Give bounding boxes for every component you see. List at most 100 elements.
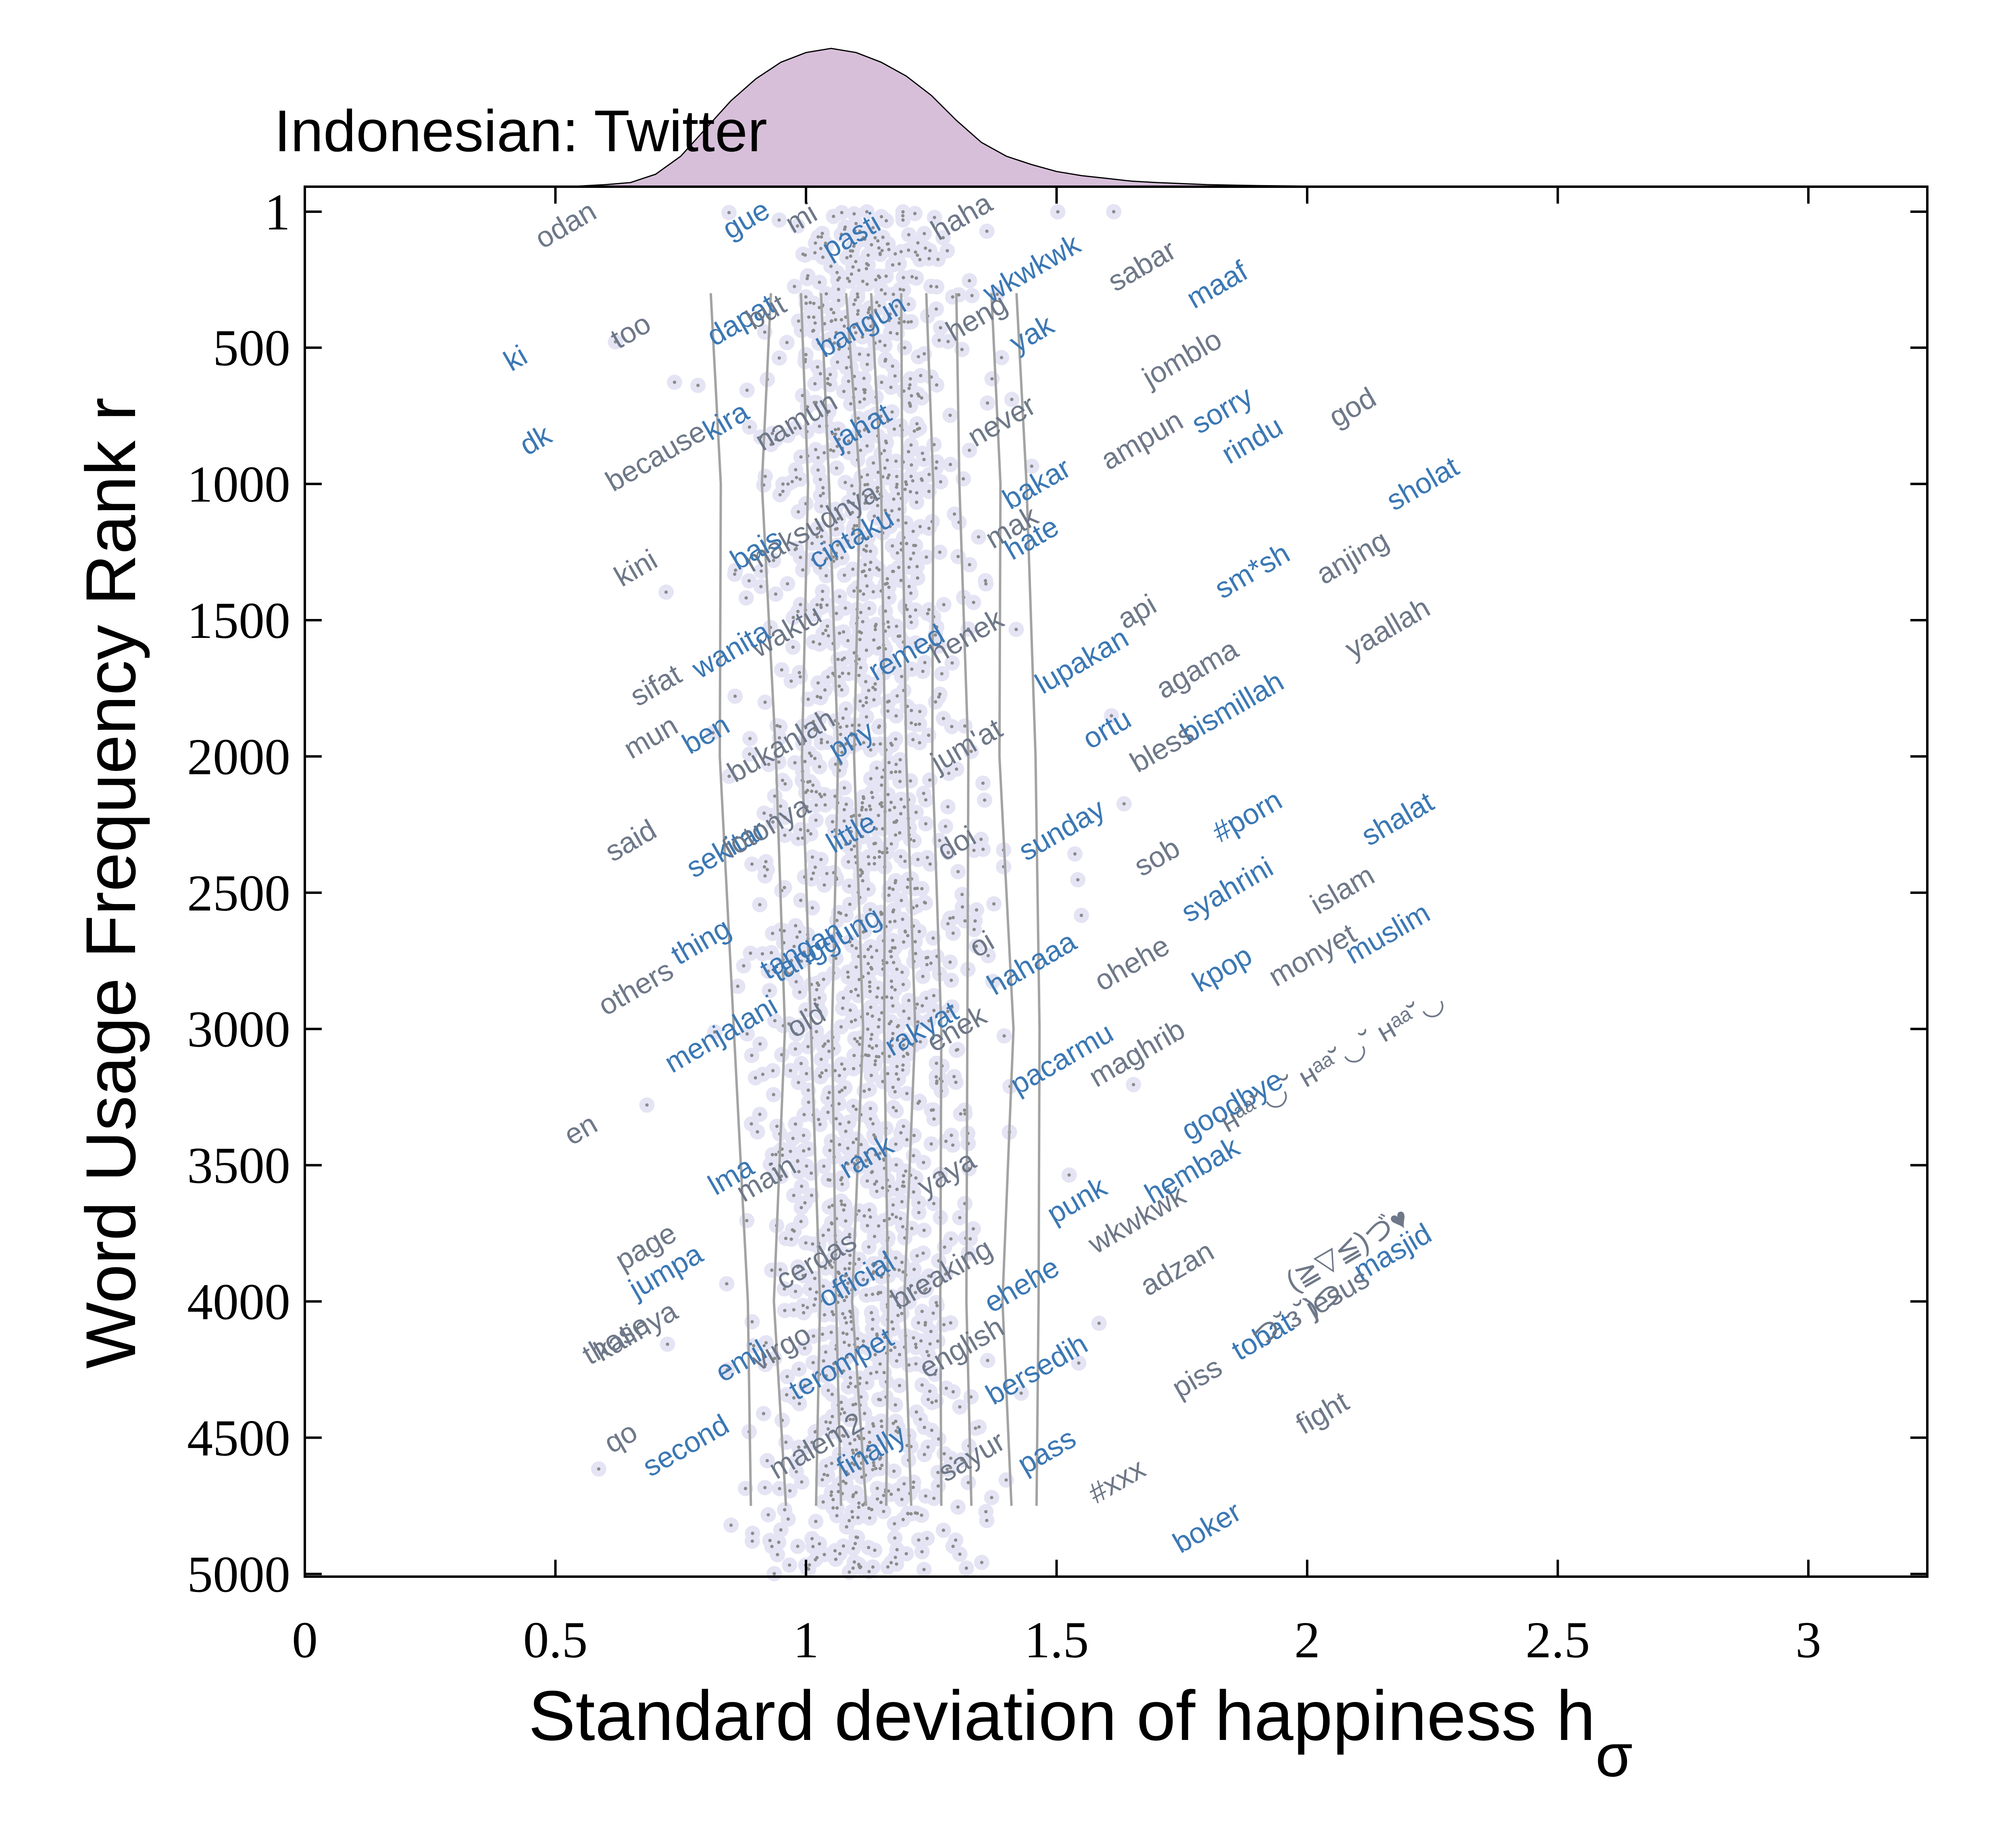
data-point bbox=[871, 685, 875, 690]
word-label: gue bbox=[717, 193, 775, 245]
data-point bbox=[990, 377, 994, 381]
data-point bbox=[926, 612, 929, 615]
data-point bbox=[883, 449, 886, 452]
data-point bbox=[830, 1221, 833, 1225]
x-tick-label: 2 bbox=[1294, 1611, 1320, 1669]
data-point bbox=[931, 1311, 935, 1315]
data-point bbox=[910, 275, 914, 279]
data-point bbox=[809, 1171, 813, 1175]
data-point bbox=[835, 1514, 839, 1517]
data-point bbox=[901, 1518, 905, 1521]
word-label: qo bbox=[599, 1415, 643, 1459]
data-point bbox=[927, 608, 931, 612]
word-label: fight bbox=[1291, 1385, 1354, 1440]
data-point bbox=[848, 884, 851, 888]
data-point bbox=[861, 1503, 865, 1507]
data-point bbox=[835, 360, 839, 364]
data-point bbox=[929, 961, 933, 965]
word-label: islam bbox=[1305, 859, 1380, 921]
data-point bbox=[848, 1519, 851, 1523]
data-point bbox=[857, 657, 861, 661]
data-point bbox=[870, 967, 874, 971]
data-point bbox=[795, 476, 798, 479]
word-label: kpop bbox=[1187, 939, 1257, 998]
word-label: ki bbox=[498, 339, 533, 377]
data-point bbox=[877, 814, 880, 817]
data-point bbox=[747, 579, 751, 583]
data-point bbox=[926, 1445, 930, 1449]
data-point bbox=[1073, 852, 1077, 856]
data-point bbox=[871, 1292, 875, 1296]
data-point bbox=[822, 1473, 826, 1476]
data-point bbox=[944, 1386, 948, 1390]
data-point bbox=[848, 1309, 852, 1313]
data-point bbox=[913, 212, 917, 215]
data-point bbox=[896, 551, 899, 555]
data-point bbox=[763, 475, 767, 478]
data-point bbox=[877, 1018, 881, 1021]
data-point bbox=[859, 610, 863, 615]
data-point bbox=[912, 839, 916, 843]
data-point bbox=[898, 288, 902, 291]
data-point bbox=[827, 1228, 831, 1232]
data-point bbox=[804, 1241, 808, 1245]
y-tick-label: 3000 bbox=[187, 1001, 290, 1058]
data-point bbox=[869, 1005, 873, 1009]
data-point bbox=[873, 1548, 877, 1552]
data-point bbox=[904, 521, 908, 525]
data-point bbox=[893, 1522, 896, 1525]
word-label: ortu bbox=[1077, 702, 1136, 755]
data-point bbox=[916, 1321, 921, 1325]
data-point bbox=[867, 1570, 871, 1573]
data-point bbox=[893, 1090, 897, 1094]
data-point bbox=[902, 1180, 905, 1184]
data-point bbox=[909, 320, 913, 324]
data-point bbox=[1014, 627, 1018, 631]
data-point bbox=[985, 229, 989, 233]
data-point bbox=[853, 1542, 857, 1546]
word-label: yaallah bbox=[1339, 591, 1435, 665]
marginal-density bbox=[555, 48, 1458, 188]
data-point bbox=[815, 603, 819, 607]
data-point bbox=[814, 1297, 817, 1301]
data-point bbox=[958, 1405, 962, 1409]
data-point bbox=[843, 1316, 847, 1320]
data-point bbox=[934, 700, 937, 704]
data-point bbox=[838, 1090, 841, 1094]
data-point bbox=[858, 699, 862, 703]
data-point bbox=[899, 812, 903, 816]
data-point bbox=[901, 983, 905, 986]
data-point bbox=[832, 215, 835, 218]
data-point bbox=[733, 572, 737, 576]
data-point bbox=[850, 1510, 854, 1513]
data-point bbox=[812, 302, 816, 305]
data-point bbox=[972, 600, 975, 604]
data-point bbox=[821, 1500, 825, 1504]
data-point bbox=[870, 955, 874, 959]
data-point bbox=[772, 1093, 775, 1096]
data-point bbox=[914, 250, 917, 254]
data-point bbox=[858, 1566, 862, 1569]
data-point bbox=[897, 1488, 900, 1492]
data-point bbox=[891, 910, 895, 914]
data-point bbox=[780, 668, 783, 672]
data-point bbox=[837, 1074, 841, 1077]
x-axis-subscript: σ bbox=[1595, 1721, 1633, 1789]
data-point bbox=[875, 1044, 878, 1048]
data-point bbox=[913, 887, 917, 890]
data-point bbox=[847, 1385, 850, 1389]
data-point bbox=[918, 525, 922, 529]
data-point bbox=[873, 856, 877, 860]
data-point bbox=[849, 1381, 852, 1385]
data-point bbox=[902, 1125, 905, 1128]
data-point bbox=[917, 394, 921, 398]
data-point bbox=[725, 1282, 729, 1286]
data-point bbox=[840, 1062, 843, 1066]
data-point bbox=[927, 473, 931, 476]
data-point bbox=[880, 804, 884, 808]
data-point bbox=[809, 754, 813, 758]
data-point bbox=[806, 697, 810, 701]
data-point bbox=[918, 722, 921, 726]
data-point bbox=[869, 1372, 873, 1375]
data-point bbox=[879, 742, 882, 746]
